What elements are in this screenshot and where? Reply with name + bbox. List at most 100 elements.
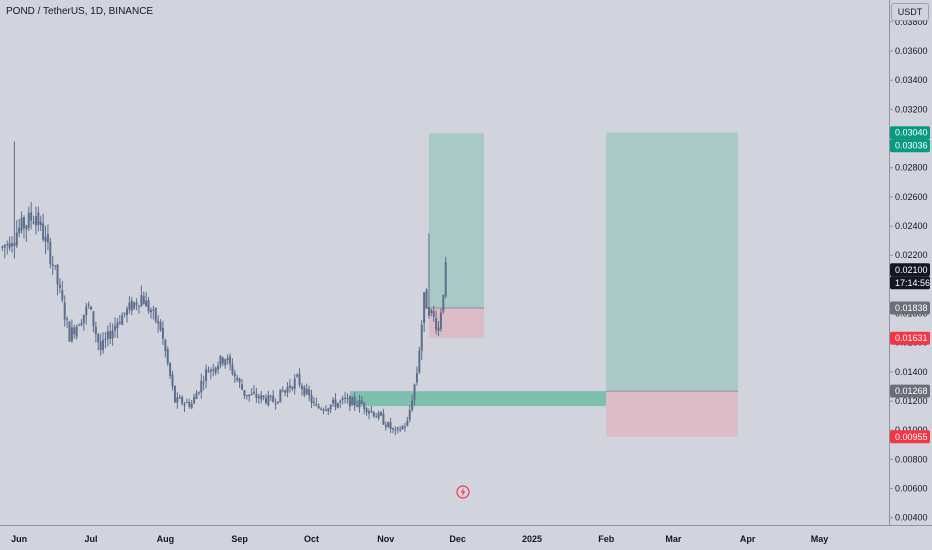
- candle: [437, 321, 440, 337]
- candle-body: [332, 399, 335, 404]
- candle: [245, 394, 248, 400]
- candle-body: [308, 389, 311, 396]
- candle-body: [32, 221, 35, 224]
- candle-body: [193, 397, 196, 404]
- candle-body: [296, 374, 299, 377]
- currency-button[interactable]: USDT: [891, 3, 929, 21]
- candle-body: [272, 395, 275, 403]
- candle-body: [444, 262, 447, 297]
- candle: [375, 413, 378, 418]
- candle: [140, 285, 143, 308]
- candle-body: [15, 232, 18, 246]
- candle-body: [387, 422, 390, 427]
- candle-body: [70, 327, 73, 342]
- candle: [241, 378, 244, 391]
- candle-body: [286, 387, 289, 393]
- candle-body: [253, 391, 255, 394]
- candle-body: [212, 369, 215, 371]
- candle-body: [377, 412, 380, 418]
- candle: [344, 391, 347, 404]
- candle-body: [344, 397, 347, 399]
- candle-body: [442, 294, 445, 312]
- candle-body: [8, 242, 11, 248]
- candle: [351, 395, 354, 406]
- candle-body: [133, 302, 136, 309]
- candle-body: [164, 339, 167, 352]
- candle-body: [401, 426, 404, 430]
- candle-body: [190, 403, 193, 408]
- candle: [63, 295, 66, 327]
- candle-body: [27, 213, 30, 228]
- candle-body: [176, 397, 179, 403]
- candle-body: [324, 409, 327, 411]
- candle: [70, 319, 73, 343]
- candle: [420, 319, 423, 360]
- candle: [248, 394, 251, 402]
- candlestick-series: [1, 141, 447, 436]
- candle-body: [111, 330, 114, 339]
- candle-body: [106, 331, 109, 339]
- candle-body: [372, 411, 375, 417]
- chart-title: POND / TetherUS, 1D, BINANCE: [6, 6, 154, 17]
- candle: [238, 377, 241, 388]
- price-tag-bg: [890, 384, 930, 398]
- candle: [173, 385, 176, 404]
- candle: [332, 397, 335, 407]
- candle: [197, 391, 200, 396]
- candle-body: [116, 322, 119, 329]
- candle-body: [85, 306, 88, 316]
- candle-body: [430, 309, 433, 314]
- candle: [334, 393, 337, 411]
- candle-body: [365, 408, 368, 413]
- candle: [37, 206, 40, 232]
- candle: [274, 398, 277, 410]
- candle-body: [312, 401, 315, 403]
- candle-body: [291, 386, 294, 389]
- candle: [269, 394, 272, 402]
- candle-body: [178, 397, 181, 399]
- candle-body: [46, 233, 49, 243]
- candle-body: [358, 400, 361, 408]
- candle-body: [130, 300, 133, 311]
- candle: [394, 426, 397, 436]
- candle-body: [423, 292, 426, 324]
- candle: [224, 358, 227, 369]
- y-tick-label: 0.01000: [895, 425, 928, 435]
- candle-body: [257, 396, 260, 399]
- candle: [56, 263, 59, 296]
- candle: [308, 385, 311, 401]
- long-position-2-target-zone: [606, 132, 739, 392]
- y-tick-label: 0.03600: [895, 46, 928, 56]
- candle: [109, 322, 112, 345]
- y-tick-label: 0.00800: [895, 454, 928, 464]
- candle-body: [80, 323, 83, 326]
- candle: [39, 215, 42, 232]
- candle-body: [217, 365, 220, 370]
- candle-body: [135, 302, 138, 305]
- candle-body: [425, 289, 428, 309]
- candle: [190, 399, 193, 410]
- candle: [358, 394, 361, 413]
- price-tag-bg: [890, 331, 930, 345]
- candle: [233, 369, 236, 383]
- candle: [133, 301, 136, 311]
- candle: [317, 403, 320, 410]
- candle: [411, 394, 414, 412]
- x-tick-label: Apr: [740, 534, 756, 544]
- candle: [195, 390, 198, 400]
- candle: [32, 215, 35, 225]
- candle: [413, 383, 416, 406]
- x-tick-label: Jun: [11, 534, 27, 544]
- candle: [30, 201, 33, 230]
- candle-body: [233, 373, 236, 377]
- candle-body: [68, 321, 71, 342]
- flash-icon[interactable]: [456, 485, 470, 499]
- candle: [114, 317, 117, 338]
- candle: [164, 338, 167, 358]
- candle: [305, 383, 308, 396]
- candle: [365, 407, 368, 417]
- candle-body: [142, 295, 145, 305]
- price-tag-label: 17:14:56: [895, 278, 930, 288]
- candle: [341, 395, 344, 405]
